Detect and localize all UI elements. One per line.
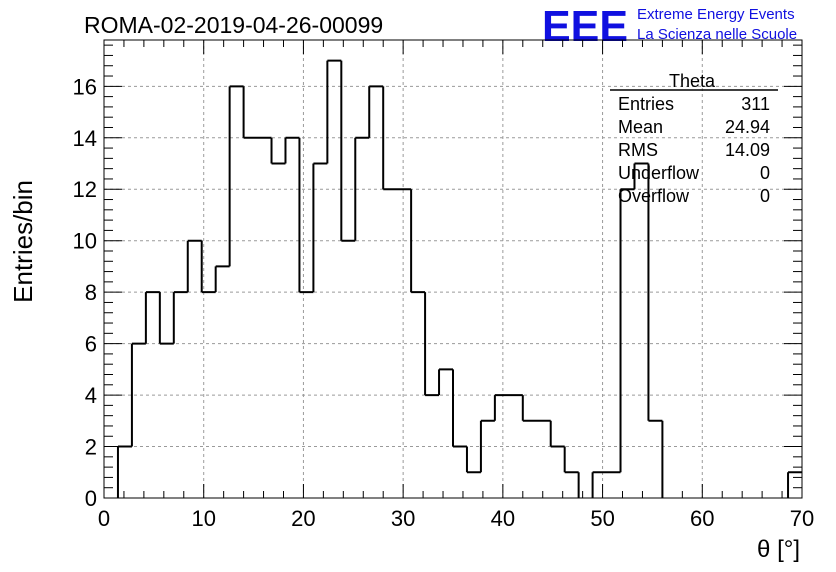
y-tick-label: 0 xyxy=(85,486,97,511)
x-tick-label: 60 xyxy=(690,506,714,531)
stats-label: Entries xyxy=(618,94,674,114)
logo-line2: La Scienza nelle Scuole xyxy=(637,26,797,43)
stats-box: Theta Entries 311 Mean 24.94 RMS 14.09 U… xyxy=(610,71,778,206)
stats-row: Underflow 0 xyxy=(618,163,770,183)
x-tick-label: 10 xyxy=(191,506,215,531)
stats-title: Theta xyxy=(669,71,716,91)
axis-ticks xyxy=(103,40,803,499)
x-tick-labels: 0 10 20 30 40 50 60 70 xyxy=(98,506,814,531)
stats-row: RMS 14.09 xyxy=(618,140,770,160)
stats-row: Mean 24.94 xyxy=(618,117,770,137)
y-tick-label: 6 xyxy=(85,332,97,357)
stats-row: Overflow 0 xyxy=(618,186,770,206)
y-tick-label: 2 xyxy=(85,435,97,460)
y-tick-label: 4 xyxy=(85,383,97,408)
x-tick-label: 70 xyxy=(790,506,814,531)
stats-label: Mean xyxy=(618,117,663,137)
stats-row: Entries 311 xyxy=(618,94,770,114)
y-tick-label: 10 xyxy=(73,229,97,254)
stats-value: 24.94 xyxy=(725,117,770,137)
chart-title: ROMA-02-2019-04-26-00099 xyxy=(84,12,383,38)
logo-mark: EEE xyxy=(542,2,628,51)
x-tick-label: 50 xyxy=(590,506,614,531)
stats-value: 0 xyxy=(760,186,770,206)
x-tick-label: 30 xyxy=(391,506,415,531)
logo-line1: Extreme Energy Events xyxy=(637,6,795,23)
y-tick-label: 12 xyxy=(73,177,97,202)
y-tick-labels: 0 2 4 6 8 10 12 14 16 xyxy=(73,74,97,511)
y-tick-label: 14 xyxy=(73,126,97,151)
x-axis-label: θ [°] xyxy=(757,536,800,563)
stats-label: Overflow xyxy=(618,186,690,206)
x-tick-label: 0 xyxy=(98,506,110,531)
plot-frame xyxy=(103,39,803,499)
stats-value: 14.09 xyxy=(725,140,770,160)
y-tick-label: 8 xyxy=(85,280,97,305)
x-tick-label: 40 xyxy=(491,506,515,531)
y-axis-label: Entries/bin xyxy=(8,180,38,303)
stats-label: RMS xyxy=(618,140,658,160)
stats-value: 0 xyxy=(760,163,770,183)
logo: EEE Extreme Energy Events La Scienza nel… xyxy=(542,2,797,51)
stats-label: Underflow xyxy=(618,163,700,183)
stats-value: 311 xyxy=(741,94,770,114)
y-tick-label: 16 xyxy=(73,74,97,99)
x-tick-label: 20 xyxy=(291,506,315,531)
histogram-outline xyxy=(116,59,802,498)
